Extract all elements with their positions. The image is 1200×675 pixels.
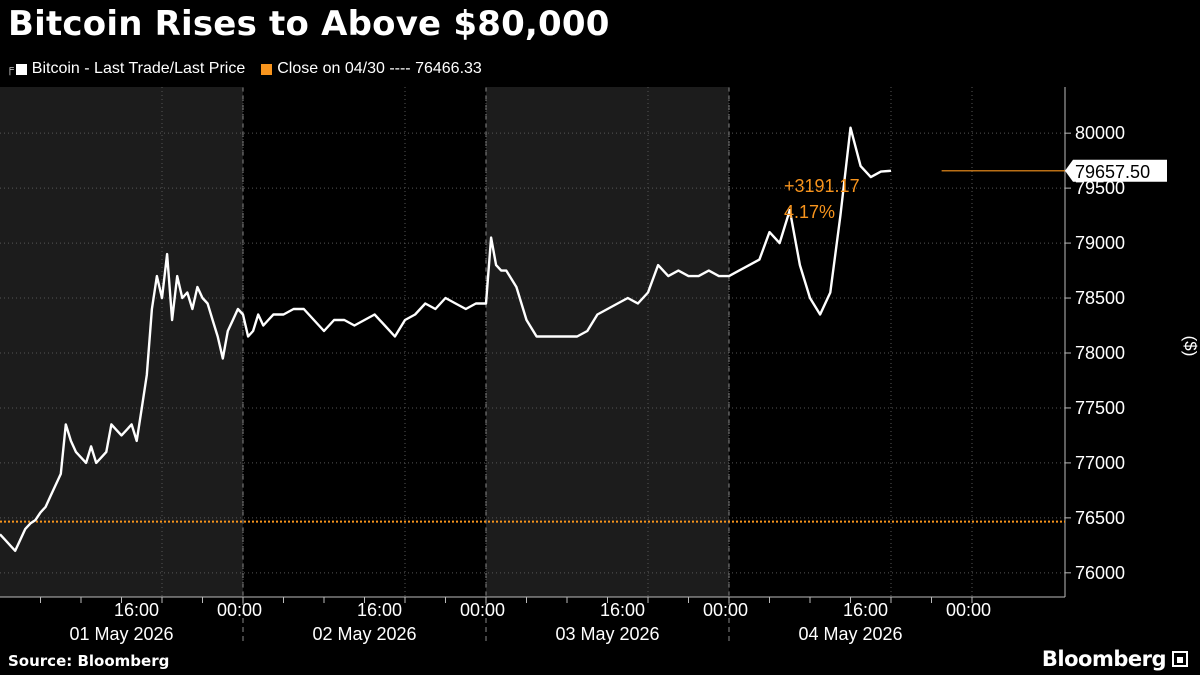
change-pct-label: 4.17% bbox=[784, 202, 835, 222]
x-tick-label: 00:00 bbox=[703, 600, 748, 620]
series-bitcoin-price bbox=[0, 126, 892, 552]
y-tick-label: 78000 bbox=[1075, 343, 1125, 363]
x-tick-label: 16:00 bbox=[357, 600, 402, 620]
x-tick-label: 00:00 bbox=[946, 600, 991, 620]
x-tick-label: 00:00 bbox=[217, 600, 262, 620]
y-axis-label: ($) bbox=[1181, 336, 1200, 357]
y-tick-label: 80000 bbox=[1075, 123, 1125, 143]
bloomberg-logo: Bloomberg bbox=[1042, 647, 1188, 671]
y-tick-label: 77000 bbox=[1075, 453, 1125, 473]
candle-icon: ╒ bbox=[6, 63, 14, 75]
y-tick-label: 79500 bbox=[1075, 178, 1125, 198]
x-tick-label: 16:00 bbox=[114, 600, 159, 620]
day-label: 03 May 2026 bbox=[555, 624, 659, 644]
y-tick-label: 78500 bbox=[1075, 288, 1125, 308]
x-tick-label: 16:00 bbox=[843, 600, 888, 620]
legend-item-bitcoin: ╒ Bitcoin - Last Trade/Last Price bbox=[6, 60, 245, 78]
chart-title: Bitcoin Rises to Above $80,000 bbox=[8, 4, 610, 44]
y-tick-label: 76000 bbox=[1075, 563, 1125, 583]
last-value-label: 79657.50 bbox=[1075, 162, 1150, 182]
day-label: 02 May 2026 bbox=[312, 624, 416, 644]
terminal-icon bbox=[1172, 651, 1188, 667]
legend-label-bitcoin: Bitcoin - Last Trade/Last Price bbox=[31, 60, 246, 77]
logo-text: Bloomberg bbox=[1041, 647, 1167, 671]
day-label: 04 May 2026 bbox=[798, 624, 902, 644]
last-value-tag bbox=[1065, 159, 1167, 182]
y-tick-label: 77500 bbox=[1075, 398, 1125, 418]
day-label: 01 May 2026 bbox=[69, 624, 173, 644]
y-tick-label: 79000 bbox=[1075, 233, 1125, 253]
legend-swatch-close bbox=[261, 63, 273, 75]
legend: ╒ Bitcoin - Last Trade/Last Price Close … bbox=[6, 60, 498, 78]
legend-label-close: Close on 04/30 ---- 76466.33 bbox=[277, 60, 482, 77]
source-note: Source: Bloomberg bbox=[8, 652, 170, 670]
y-tick-label: 76500 bbox=[1075, 508, 1125, 528]
legend-swatch-bitcoin bbox=[15, 63, 27, 75]
x-tick-label: 16:00 bbox=[600, 600, 645, 620]
legend-item-close: Close on 04/30 ---- 76466.33 bbox=[261, 60, 482, 78]
change-abs-label: +3191.17 bbox=[784, 176, 860, 196]
day-shade-3 bbox=[486, 87, 729, 597]
x-tick-label: 00:00 bbox=[460, 600, 505, 620]
